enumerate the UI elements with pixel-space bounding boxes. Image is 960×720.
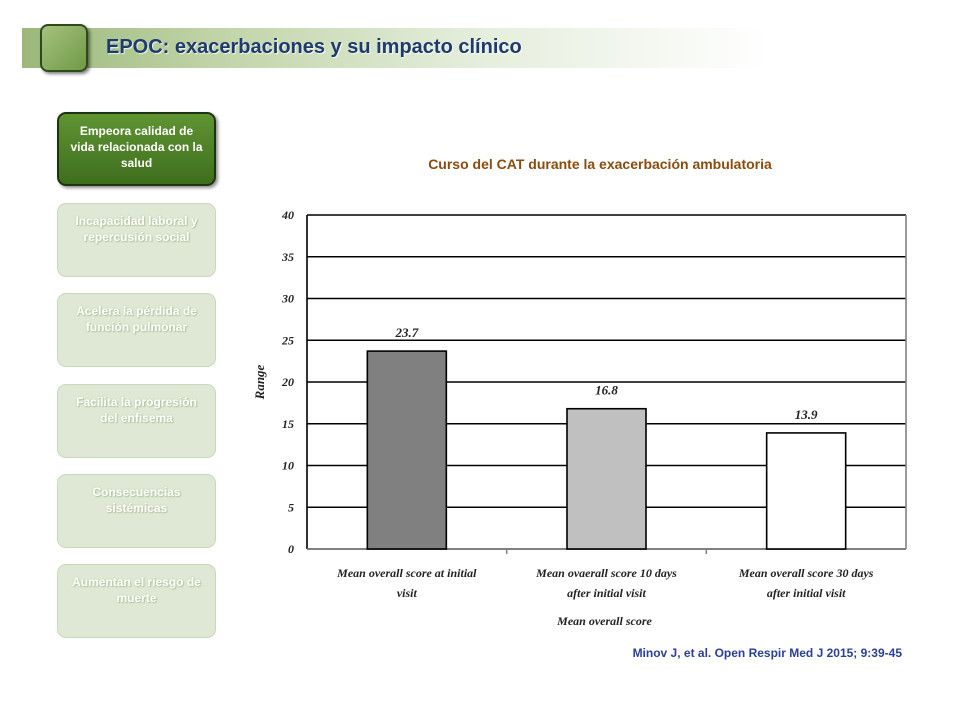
bar [566, 407, 647, 550]
data-label: 13.9 [795, 407, 818, 422]
y-tick-label: 30 [281, 292, 294, 306]
sidebar-item-riesgo-muerte[interactable]: Aumentan el riesgo de muerte [57, 564, 216, 638]
chart-grid [306, 214, 907, 554]
sidebar-item-label: Aumentan el riesgo de muerte [72, 575, 201, 605]
sidebar-item-label: Empeora calidad de vida relacionada con … [70, 124, 203, 170]
y-tick-label: 5 [288, 500, 294, 514]
header-logo-square [40, 24, 88, 72]
bar [765, 432, 847, 550]
chart-bars [366, 350, 847, 550]
y-tick-label: 20 [281, 375, 294, 389]
data-label: 23.7 [394, 325, 418, 340]
sidebar-item-incapacidad-laboral[interactable]: Incapacidad laboral y repercusión social [57, 203, 216, 277]
citation[interactable]: Minov J, et al. Open Respir Med J 2015; … [632, 646, 902, 660]
sidebar-item-calidad-vida[interactable]: Empeora calidad de vida relacionada con … [57, 112, 216, 186]
y-axis-label: Range [252, 364, 267, 400]
x-tick-label: Mean overall score at initial [336, 566, 477, 580]
x-tick-label: visit [397, 586, 418, 600]
x-tick-label: Mean ovaerall score 10 days [535, 566, 677, 580]
sidebar-item-funcion-pulmonar[interactable]: Acelera la pérdida de función pulmonar [57, 293, 216, 367]
page-title: EPOC: exacerbaciones y su impacto clínic… [106, 36, 522, 58]
chart-title: Curso del CAT durante la exacerbación am… [428, 156, 772, 172]
x-tick-label: after initial visit [567, 586, 646, 600]
y-tick-label: 40 [281, 208, 294, 222]
sidebar-item-consecuencias-sistemicas[interactable]: Consecuencias sistémicas [57, 474, 216, 548]
y-tick-label: 25 [281, 333, 294, 347]
y-tick-label: 10 [282, 459, 294, 473]
sidebar-item-enfisema[interactable]: Facilita la progresión del enfisema [57, 384, 216, 458]
x-axis-label: Mean overall score [556, 614, 652, 628]
x-tick-label: after initial visit [767, 586, 846, 600]
sidebar-item-label: Facilita la progresión del enfisema [76, 395, 197, 425]
sidebar-item-label: Incapacidad laboral y repercusión social [75, 214, 198, 244]
sidebar-item-label: Acelera la pérdida de función pulmonar [76, 304, 197, 334]
y-tick-label: 15 [282, 417, 294, 431]
data-label: 16.8 [595, 383, 618, 398]
bar [366, 350, 448, 550]
header-band [22, 28, 767, 68]
chart-labels: 0 5 10 15 20 25 30 35 40 23.7 Mean overall score a… [252, 208, 874, 628]
x-tick-label: Mean overall score 30 days [738, 566, 874, 580]
y-tick-label: 0 [288, 542, 294, 556]
sidebar-item-label: Consecuencias sistémicas [92, 485, 181, 515]
y-tick-label: 35 [281, 250, 294, 264]
